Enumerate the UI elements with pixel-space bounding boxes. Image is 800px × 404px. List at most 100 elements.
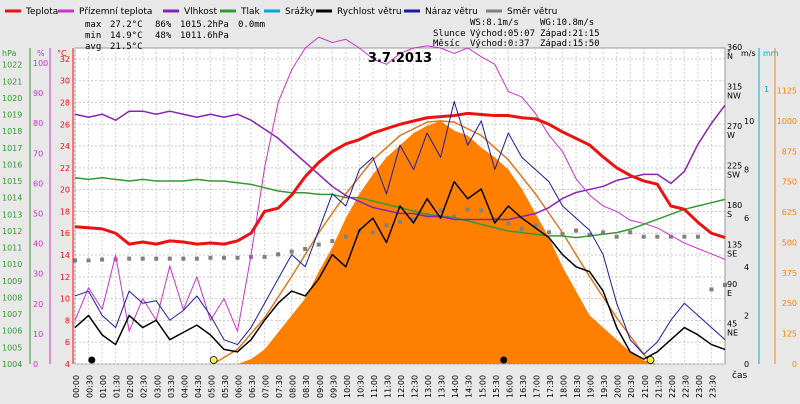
y-tick-wm2: 1125 — [777, 87, 797, 96]
axis-unit-mm: mm — [763, 49, 779, 58]
wind-dir-point — [398, 219, 402, 224]
y-tick-dir-label: N — [727, 52, 733, 61]
wind-dir-point — [438, 208, 443, 213]
x-tick-label: 22:30 — [681, 375, 690, 398]
wind-dir-point — [682, 234, 687, 239]
x-tick-label: 12:30 — [411, 375, 420, 398]
y-tick-dir: 225 — [727, 162, 742, 171]
x-tick-label: 16:30 — [519, 375, 528, 398]
x-tick-label: 03:30 — [167, 375, 176, 398]
legend-item-wind_gust: Náraz větru — [404, 7, 478, 17]
y-tick-dir: 315 — [727, 83, 742, 92]
wind-dir-point — [519, 226, 524, 231]
y-tick-pct: 30 — [33, 270, 43, 279]
wind-dir-point — [289, 249, 294, 254]
legend-item-rain: Srážky — [264, 7, 316, 17]
y-tick-temp: 16 — [60, 229, 70, 238]
x-tick-label: 05:00 — [207, 375, 216, 398]
x-tick-label: 11:30 — [383, 375, 392, 398]
x-tick-label: 00:00 — [72, 375, 81, 398]
y-tick-pct: 60 — [33, 179, 43, 188]
stat-max-temp: 27.2°C — [110, 20, 143, 30]
x-tick-label: 21:00 — [641, 375, 650, 398]
wind-dir-point — [546, 230, 551, 235]
moon-label: Měsíc — [433, 39, 460, 49]
wind-dir-point — [194, 256, 199, 261]
y-tick-dir-label: E — [727, 289, 732, 298]
wind-dir-point — [113, 257, 118, 262]
x-tick-label: 08:00 — [289, 375, 298, 398]
wind-dir-point — [181, 256, 186, 261]
wind-dir-point — [370, 230, 375, 235]
x-tick-label: 12:00 — [397, 375, 406, 398]
wind-dir-point — [140, 256, 145, 261]
y-tick-hpa: 1009 — [2, 277, 22, 286]
y-tick-temp: 18 — [60, 207, 70, 216]
x-tick-label: 20:30 — [627, 375, 636, 398]
moon-moonrise-marker — [88, 356, 96, 364]
wind-dir-point — [303, 247, 308, 252]
wind-dir-point — [533, 223, 538, 228]
legend-item-humidity: Vlhkost — [163, 7, 217, 17]
x-tick-label: 09:00 — [316, 375, 325, 398]
wind-dir-point — [262, 254, 267, 259]
legend-item-dewpoint: Přízemní teplota — [58, 7, 152, 17]
y-tick-hpa: 1015 — [2, 177, 22, 186]
y-tick-temp: 10 — [60, 295, 70, 304]
x-tick-label: 20:00 — [614, 375, 623, 398]
y-tick-hpa: 1016 — [2, 160, 22, 169]
y-tick-dir: 90 — [727, 280, 737, 289]
x-tick-label: 03:00 — [153, 375, 162, 398]
x-tick-label: 11:00 — [370, 375, 379, 398]
stat-min-temp: 14.9°C — [110, 31, 143, 41]
y-tick-hpa: 1017 — [2, 144, 22, 153]
y-tick-ms: 8 — [744, 166, 749, 175]
x-tick-label: 13:00 — [424, 375, 433, 398]
x-tick-label: 18:00 — [560, 375, 569, 398]
wind-dir-point — [208, 255, 213, 260]
wind-dir-point — [560, 232, 565, 237]
y-tick-temp: 28 — [60, 98, 70, 107]
wind-dir-point — [668, 234, 673, 239]
stat-avg-label: avg — [85, 42, 101, 52]
y-tick-ms: 0 — [744, 360, 749, 369]
wind-dir-point — [628, 230, 633, 235]
legend-item-pressure: Tlak — [220, 7, 261, 17]
x-tick-label: 02:00 — [126, 375, 135, 398]
y-tick-dir-label: W — [727, 131, 735, 140]
y-tick-wm2: 875 — [782, 147, 797, 156]
wind-dir-point — [723, 283, 727, 287]
x-tick-label: 14:30 — [465, 375, 474, 398]
x-tick-label: 15:00 — [478, 375, 487, 398]
x-tick-label: 07:00 — [262, 375, 271, 398]
y-tick-hpa: 1004 — [2, 360, 22, 369]
wind-dir-point — [587, 232, 592, 237]
y-tick-pct: 80 — [33, 119, 43, 128]
wind-dir-point — [384, 223, 389, 228]
wind-wg: WG:10.8m/s — [540, 18, 594, 28]
legend-item-wind_dir: Směr větru — [486, 7, 557, 17]
y-tick-dir: 135 — [727, 241, 742, 250]
x-tick-label: 19:30 — [600, 375, 609, 398]
moon-rise: Východ:0:37 — [470, 39, 530, 49]
x-tick-label: 23:30 — [708, 375, 717, 398]
y-tick-pct: 20 — [33, 300, 43, 309]
y-tick-hpa: 1006 — [2, 327, 22, 336]
x-tick-label: 15:30 — [492, 375, 501, 398]
x-tick-label: 04:00 — [180, 375, 189, 398]
moon-set: Západ:15:50 — [540, 39, 600, 49]
x-tick-label: 16:00 — [505, 375, 514, 398]
wind-dir-point — [343, 234, 348, 239]
x-tick-label: 21:30 — [654, 375, 663, 398]
y-tick-temp: 8 — [65, 316, 70, 325]
y-tick-pct: 100 — [33, 59, 48, 68]
x-tick-label: 09:30 — [329, 375, 338, 398]
stat-min-hum: 48% — [155, 31, 172, 41]
y-tick-pct: 90 — [33, 89, 43, 98]
y-tick-temp: 22 — [60, 164, 70, 173]
axis-unit-pct: % — [37, 49, 45, 58]
wind-dir-point — [452, 214, 457, 219]
x-tick-label: 08:30 — [302, 375, 311, 398]
